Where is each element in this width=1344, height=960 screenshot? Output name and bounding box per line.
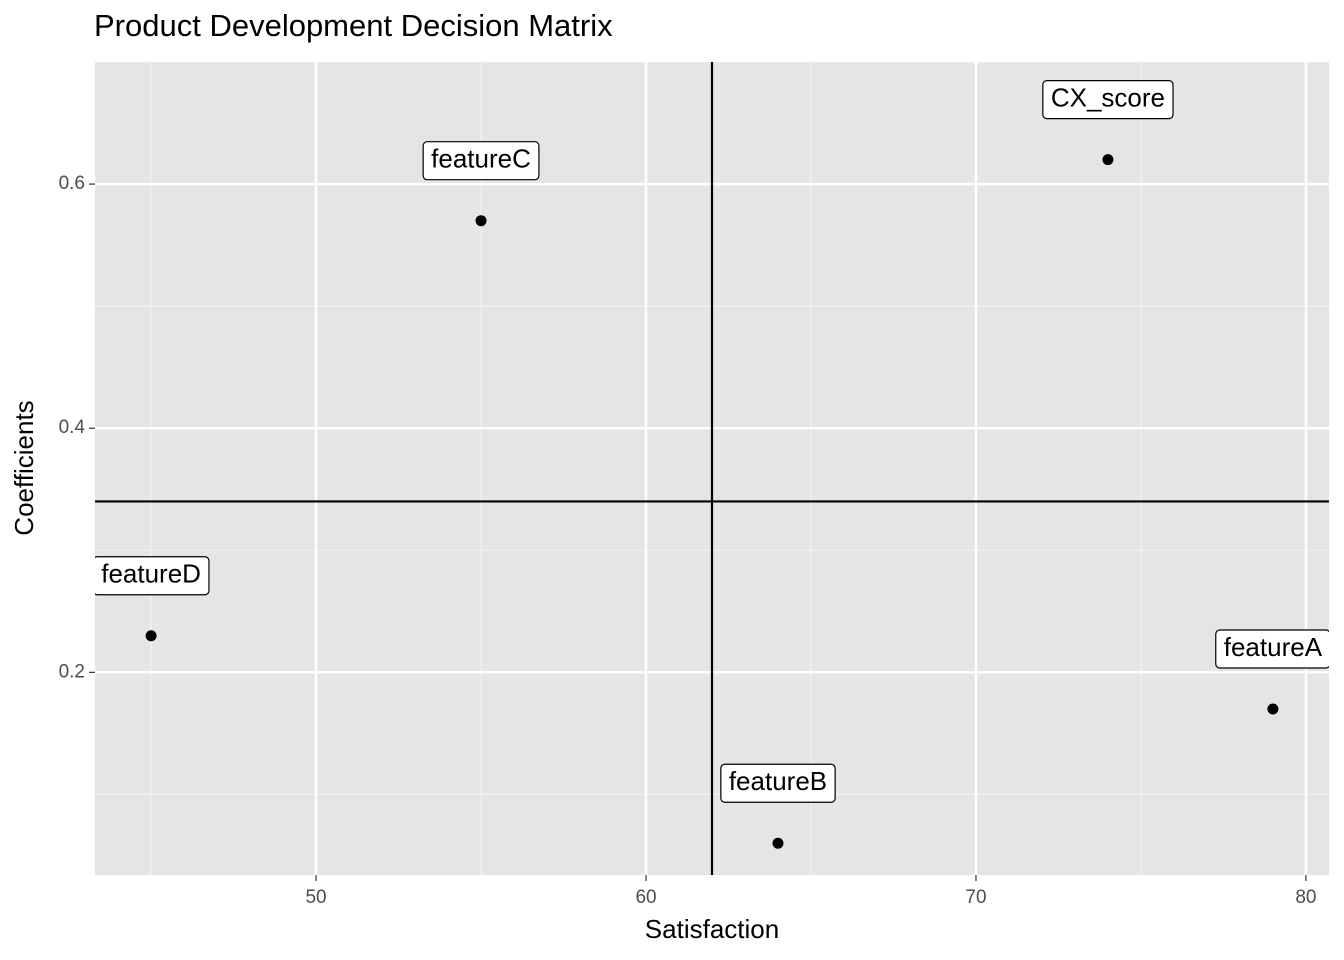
x-axis-title: Satisfaction bbox=[645, 914, 779, 944]
x-tick-label: 70 bbox=[965, 887, 986, 908]
point bbox=[145, 630, 157, 642]
chart-title: Product Development Decision Matrix bbox=[94, 8, 613, 43]
label-box bbox=[1042, 80, 1174, 120]
point-label: featureC bbox=[431, 144, 531, 174]
point-label: featureD bbox=[101, 559, 201, 589]
y-tick-label: 0.6 bbox=[59, 173, 85, 194]
y-tick-label: 0.2 bbox=[59, 661, 85, 682]
marks: featureD featureC CX_score featureA featureB bbox=[95, 62, 1329, 875]
x-tick-label: 80 bbox=[1295, 887, 1316, 908]
y-tick-label: 0.4 bbox=[59, 417, 86, 438]
point-label: featureA bbox=[1224, 632, 1323, 662]
point-label: featureB bbox=[729, 766, 827, 796]
label-box bbox=[95, 556, 210, 596]
y-axis-title: Coefficients bbox=[9, 400, 39, 535]
x-tick-label: 60 bbox=[635, 887, 656, 908]
point-label: CX_score bbox=[1051, 83, 1165, 113]
label-box bbox=[1215, 629, 1329, 669]
label-box bbox=[720, 763, 836, 803]
point bbox=[475, 215, 487, 227]
point bbox=[772, 837, 784, 849]
point bbox=[1267, 703, 1279, 715]
axes: 50 60 70 80 0.2 0.4 0.6 bbox=[59, 173, 1317, 908]
label-box bbox=[422, 141, 540, 181]
point bbox=[1102, 154, 1114, 166]
x-tick-label: 50 bbox=[305, 887, 326, 908]
